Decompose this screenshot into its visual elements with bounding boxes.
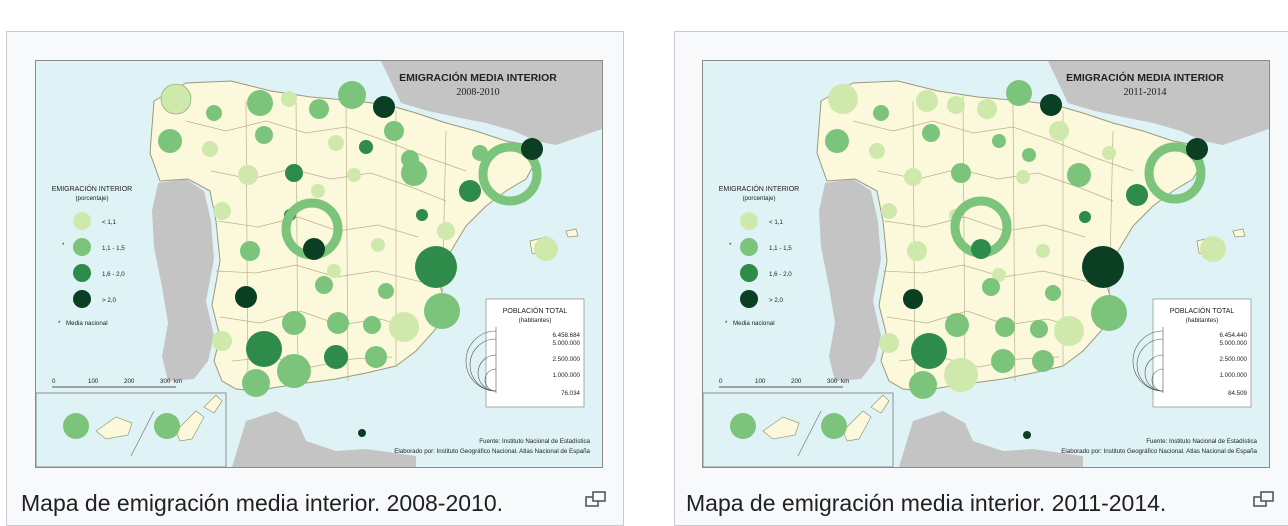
national-mean-marker: *	[58, 320, 61, 327]
map-thumbnail-2011-2014[interactable]: EMIGRACIÓN MEDIA INTERIOR 2011-2014	[674, 31, 1288, 526]
france-land	[381, 61, 602, 145]
legend-swatch-3	[73, 264, 91, 282]
legend-class-3: 1,6 - 2,0	[769, 271, 792, 278]
svg-text:300: 300	[160, 378, 171, 385]
map-caption: Mapa de emigración media interior. 2011-…	[686, 490, 1167, 516]
pop-value-2: 5.000.000	[1219, 340, 1247, 347]
map-credit: Elaborado por: Instituto Geográfico Naci…	[1061, 448, 1257, 455]
map-title: EMIGRACIÓN MEDIA INTERIOR	[1066, 71, 1224, 84]
pop-value-3: 2.500.000	[552, 356, 580, 363]
map-source: Fuente: Instituto Nacional de Estadístic…	[479, 438, 590, 445]
map-title: EMIGRACIÓN MEDIA INTERIOR	[399, 71, 557, 84]
svg-text:200: 200	[791, 378, 802, 385]
legend-class-2: 1,1 - 1,5	[102, 245, 125, 252]
legend-title: EMIGRACIÓN INTERIOR	[719, 184, 800, 193]
map-image[interactable]: EMIGRACIÓN MEDIA INTERIOR 2008-2010	[35, 60, 603, 468]
svg-text:300: 300	[827, 378, 838, 385]
emigration-map-svg: EMIGRACIÓN MEDIA INTERIOR 2008-2010	[36, 61, 602, 467]
population-legend-unit: (habitantes)	[1186, 317, 1219, 324]
legend-class-1: < 1,1	[102, 219, 116, 226]
svg-text:0: 0	[52, 378, 56, 385]
svg-text:km: km	[174, 378, 182, 385]
legend-class-4: > 2,0	[102, 297, 116, 304]
svg-text:100: 100	[88, 378, 99, 385]
svg-text:*: *	[62, 242, 65, 249]
map-period: 2008-2010	[456, 87, 499, 98]
morocco-land	[899, 411, 1083, 467]
legend-swatch-1	[740, 212, 758, 230]
pop-value-4: 1.000.000	[1219, 372, 1247, 379]
svg-text:100: 100	[755, 378, 766, 385]
population-legend-unit: (habitantes)	[519, 317, 552, 324]
svg-text:km: km	[841, 378, 849, 385]
legend-swatch-2	[73, 238, 91, 256]
legend-class-1: < 1,1	[769, 219, 783, 226]
enlarge-icon[interactable]	[585, 490, 607, 508]
legend-swatch-4	[740, 290, 758, 308]
national-mean-marker: *	[725, 320, 728, 327]
legend-subtitle: (porcentaje)	[75, 195, 108, 202]
svg-text:*: *	[729, 242, 732, 249]
svg-text:200: 200	[124, 378, 135, 385]
map-period: 2011-2014	[1124, 87, 1167, 98]
map-credit: Elaborado por: Instituto Geográfico Naci…	[394, 448, 590, 455]
pop-value-3: 2.500.000	[1219, 356, 1247, 363]
scale-bar: 0 100 200 300 km	[719, 378, 849, 388]
pop-value-5: 76.034	[561, 390, 580, 397]
pop-value-1: 6.454.440	[1219, 332, 1247, 339]
population-legend-title: POBLACIÓN TOTAL	[503, 306, 568, 315]
map-caption: Mapa de emigración media interior. 2008-…	[21, 490, 504, 516]
svg-text:0: 0	[719, 378, 723, 385]
barcelona-ring	[478, 142, 542, 206]
legend-class-4: > 2,0	[769, 297, 783, 304]
legend-swatch-3	[740, 264, 758, 282]
emigration-map-svg: EMIGRACIÓN MEDIA INTERIOR 2011-2014	[703, 61, 1269, 467]
portugal-land	[819, 179, 881, 381]
legend-swatch-2	[740, 238, 758, 256]
population-legend: POBLACIÓN TOTAL (habitantes) 6.458.684 5…	[465, 298, 585, 408]
population-legend: POBLACIÓN TOTAL (habitantes) 6.454.440 5…	[1132, 298, 1252, 408]
legend-class-3: 1,6 - 2,0	[102, 271, 125, 278]
legend-class-2: 1,1 - 1,5	[769, 245, 792, 252]
enlarge-icon[interactable]	[1253, 490, 1275, 508]
province-circles	[63, 81, 558, 439]
map-thumbnail-2008-2010[interactable]: EMIGRACIÓN MEDIA INTERIOR 2008-2010	[6, 31, 624, 526]
legend-title: EMIGRACIÓN INTERIOR	[52, 184, 133, 193]
pop-value-1: 6.458.684	[552, 332, 580, 339]
map-image[interactable]: EMIGRACIÓN MEDIA INTERIOR 2011-2014	[702, 60, 1270, 468]
scale-bar: 0 100 200 300 km	[52, 378, 182, 388]
legend-national-mean: Media nacional	[733, 320, 775, 327]
legend-subtitle: (porcentaje)	[742, 195, 775, 202]
province-circles	[730, 80, 1226, 439]
legend-national-mean: Media nacional	[66, 320, 108, 327]
legend-swatch-4	[73, 290, 91, 308]
pop-value-5: 84.509	[1228, 390, 1247, 397]
map-source: Fuente: Instituto Nacional de Estadístic…	[1146, 438, 1257, 445]
legend: EMIGRACIÓN INTERIOR (porcentaje) < 1,1 1…	[719, 184, 800, 327]
morocco-land	[232, 411, 416, 467]
legend: EMIGRACIÓN INTERIOR (porcentaje) < 1,1 1…	[52, 184, 133, 327]
population-legend-title: POBLACIÓN TOTAL	[1170, 306, 1235, 315]
legend-swatch-1	[73, 212, 91, 230]
pop-value-4: 1.000.000	[552, 372, 580, 379]
portugal-land	[152, 179, 214, 381]
barcelona-ring	[1144, 142, 1206, 204]
pop-value-2: 5.000.000	[552, 340, 580, 347]
france-land	[1048, 61, 1269, 145]
